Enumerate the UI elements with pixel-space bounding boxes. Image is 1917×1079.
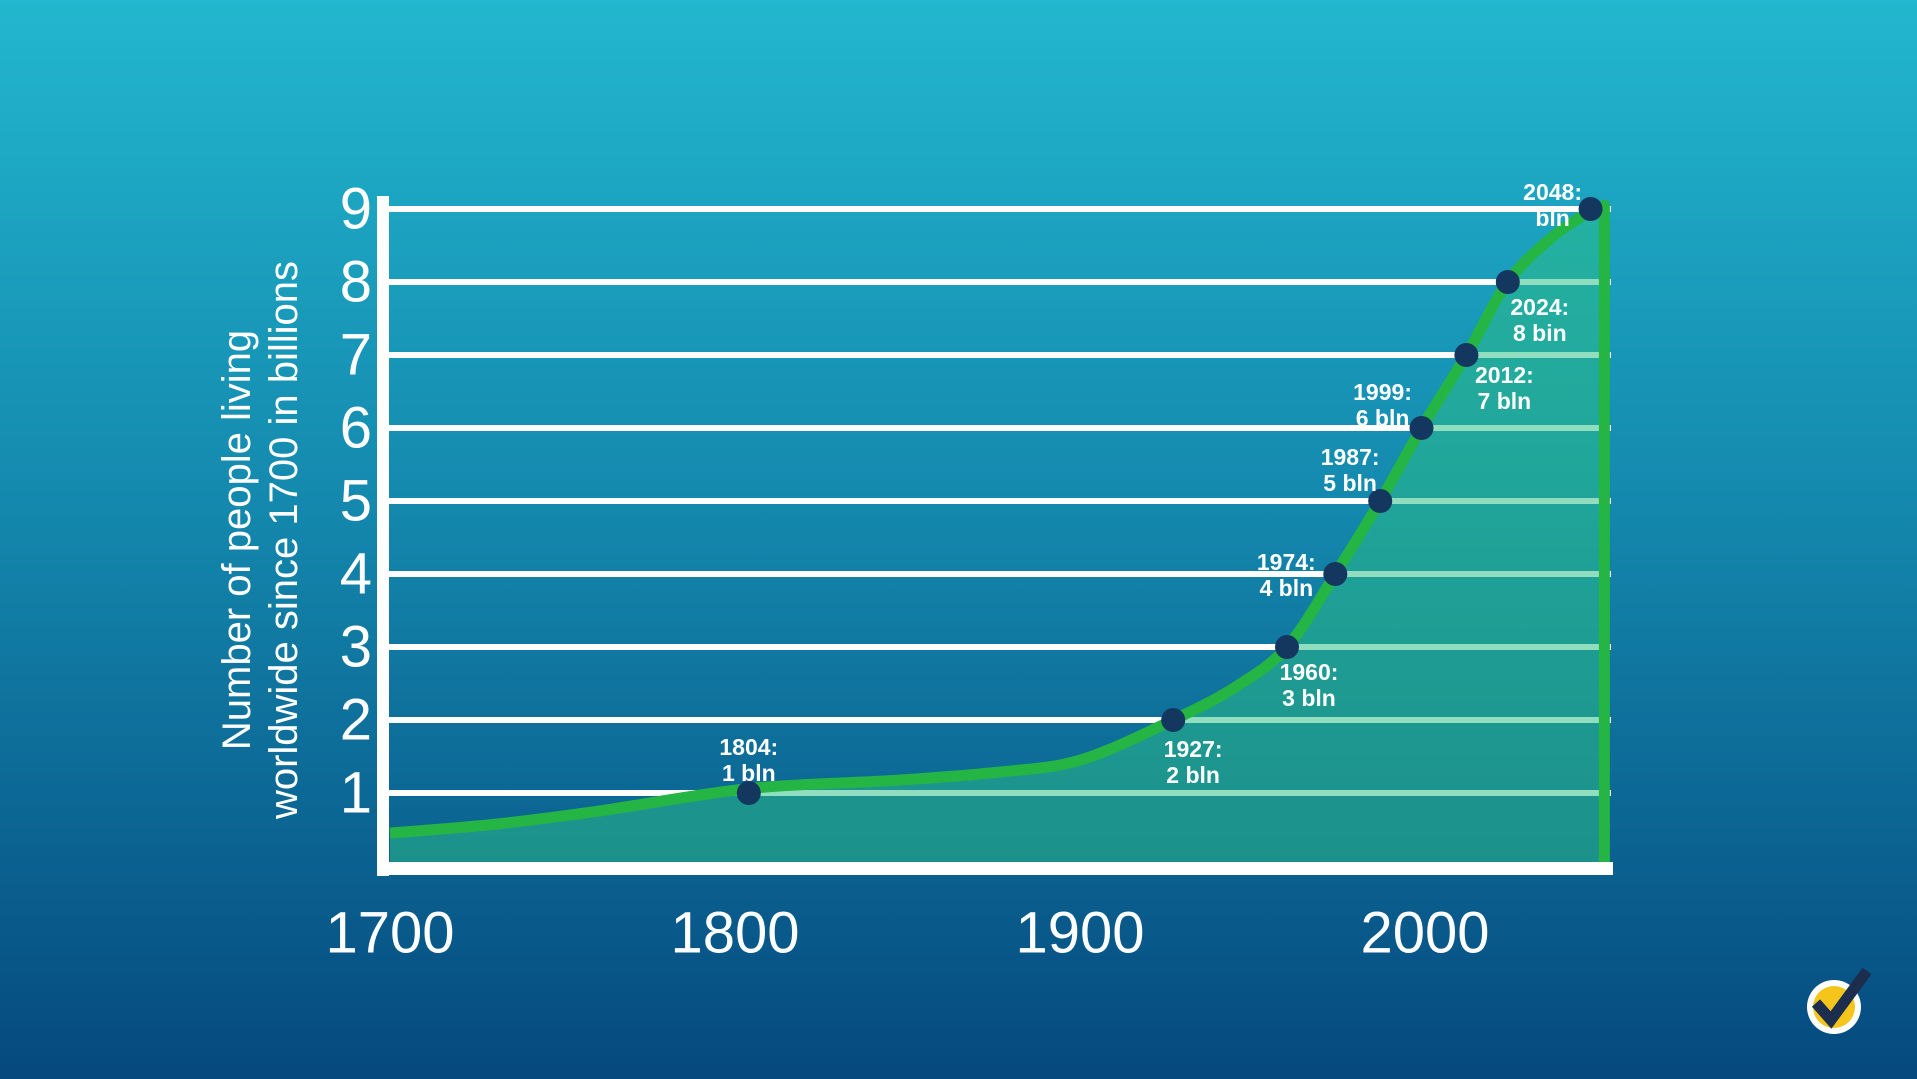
label-year: 2024: bbox=[1510, 294, 1570, 320]
x-axis-line bbox=[377, 862, 1613, 875]
gridline-4 bbox=[388, 571, 1611, 577]
y-tick-label-3: 3 bbox=[339, 614, 372, 680]
y-axis-line bbox=[377, 196, 389, 876]
label-value: 2 bln bbox=[1166, 762, 1220, 788]
y-tick-label-6: 6 bbox=[339, 395, 372, 461]
label-year: 1987: bbox=[1320, 444, 1380, 470]
y-tick-label-5: 5 bbox=[339, 468, 372, 534]
data-point-dot-1804 bbox=[736, 781, 761, 805]
data-point-label-2012: 2012: 7 bln bbox=[1475, 362, 1534, 414]
label-value: bln bbox=[1535, 205, 1570, 231]
data-point-dot-2048 bbox=[1578, 197, 1603, 221]
label-year: 1999: bbox=[1353, 379, 1412, 405]
data-point-dot-1999 bbox=[1409, 416, 1434, 440]
x-tick-label-1800: 1800 bbox=[670, 900, 800, 966]
label-value: 1 bln bbox=[721, 760, 776, 786]
data-point-label-1804: 1804: 1 bln bbox=[719, 734, 778, 786]
data-point-label-2048: 2048: bln bbox=[1523, 179, 1582, 231]
y-tick-label-2: 2 bbox=[339, 687, 372, 753]
data-point-label-1974: 1974: 4 bln bbox=[1257, 549, 1316, 601]
label-value: 7 bln bbox=[1477, 388, 1532, 414]
y-tick-label-7: 7 bbox=[339, 322, 372, 388]
label-year: 1927: bbox=[1163, 736, 1223, 762]
data-point-dot-1960 bbox=[1275, 635, 1299, 659]
label-value: 6 bln bbox=[1355, 405, 1410, 431]
gridline-2 bbox=[388, 717, 1611, 723]
gridline-5 bbox=[388, 498, 1611, 504]
data-point-label-1960: 1960: 3 bln bbox=[1280, 659, 1339, 711]
y-axis-title-line2: worldwide since 1700 in billions bbox=[262, 260, 306, 820]
x-tick-label-1900: 1900 bbox=[1015, 900, 1145, 966]
gridline-8 bbox=[388, 279, 1611, 285]
data-point-label-2024: 2024: 8 bin bbox=[1510, 294, 1569, 346]
data-point-label-1987: 1987: 5 bln bbox=[1321, 444, 1380, 496]
label-year: 1974: bbox=[1256, 549, 1316, 575]
data-point-dot-2024 bbox=[1495, 270, 1520, 294]
data-point-label-1999: 1999: 6 bln bbox=[1353, 379, 1412, 431]
y-tick-label-9: 9 bbox=[339, 176, 372, 242]
label-year: 2012: bbox=[1474, 362, 1534, 388]
checkmark-logo bbox=[1807, 967, 1872, 1034]
gridline-6 bbox=[388, 425, 1611, 431]
data-point-dot-2012 bbox=[1454, 343, 1479, 367]
label-year: 1960: bbox=[1279, 659, 1339, 685]
gridline-9 bbox=[388, 206, 1611, 212]
y-tick-label-4: 4 bbox=[339, 541, 372, 607]
y-axis-title: Number of people living worldwide since … bbox=[214, 261, 308, 819]
data-point-label-1927: 1927: 2 bln bbox=[1164, 736, 1223, 788]
label-value: 3 bln bbox=[1282, 685, 1336, 711]
area-fill bbox=[390, 205, 1605, 869]
gridline-7 bbox=[388, 352, 1611, 358]
x-tick-label-2000: 2000 bbox=[1360, 900, 1490, 966]
data-point-dot-1987 bbox=[1368, 489, 1393, 513]
data-point-dot-1974 bbox=[1323, 562, 1348, 586]
y-tick-label-8: 8 bbox=[339, 249, 372, 315]
data-point-dot-1927 bbox=[1161, 708, 1186, 732]
label-year: 1804: bbox=[719, 734, 779, 760]
y-tick-label-1: 1 bbox=[339, 760, 372, 826]
label-value: 8 bin bbox=[1512, 320, 1567, 346]
label-year: 2048: bbox=[1523, 179, 1583, 205]
label-value: 4 bln bbox=[1259, 575, 1314, 601]
x-tick-label-1700: 1700 bbox=[325, 900, 455, 966]
y-axis-title-line1: Number of people living bbox=[215, 329, 259, 751]
check-icon bbox=[1811, 967, 1872, 1029]
label-value: 5 bln bbox=[1323, 470, 1377, 496]
gridline-3 bbox=[388, 644, 1611, 650]
